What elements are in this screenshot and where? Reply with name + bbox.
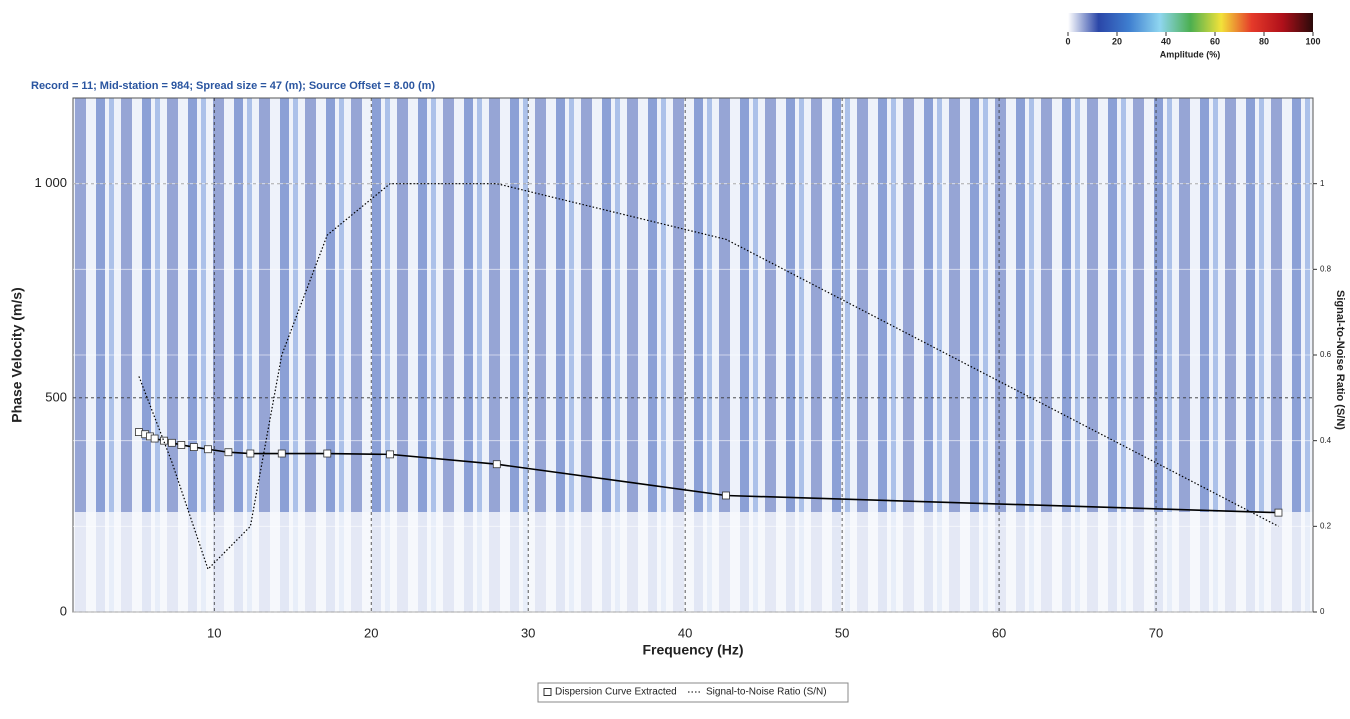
x-tick-label: 60 [992, 625, 1006, 640]
legend-marker [543, 688, 552, 696]
colorbar [1068, 13, 1313, 32]
legend-label: Dispersion Curve Extracted [555, 687, 677, 698]
colorbar-tick-label: 60 [1210, 36, 1220, 46]
dispersion-point [1274, 508, 1283, 517]
y2-tick-label: 0.6 [1320, 350, 1332, 359]
colorbar-tick-label: 20 [1112, 36, 1122, 46]
dispersion-image-low [73, 512, 1313, 612]
dispersion-point [150, 434, 159, 443]
dispersion-point [204, 445, 212, 454]
dispersion-point [277, 449, 286, 458]
dispersion-point [722, 491, 730, 500]
y2-tick-label: 0.8 [1320, 264, 1332, 273]
dispersion-point [246, 449, 255, 458]
y2-tick-label: 0.2 [1320, 521, 1332, 530]
dispersion-point [160, 436, 168, 445]
x-tick-label: 40 [678, 625, 692, 640]
y2-axis-title: Signal-to-Noise Ratio (S/N) [1334, 290, 1346, 430]
dispersion-point [386, 450, 394, 459]
y2-tick-label: 1 [1320, 179, 1325, 188]
x-tick-label: 30 [521, 625, 535, 640]
dispersion-point [177, 441, 186, 449]
y2-tick-label: 0 [1320, 607, 1325, 616]
y2-tick-label: 0.4 [1320, 436, 1332, 445]
colorbar-tick-label: 100 [1305, 36, 1320, 46]
dispersion-point [323, 449, 332, 458]
dispersion-point [224, 448, 233, 457]
x-tick-label: 50 [835, 625, 849, 640]
colorbar-tick-label: 0 [1065, 36, 1070, 46]
colorbar-tick-label: 80 [1259, 36, 1269, 46]
x-tick-label: 10 [207, 625, 221, 640]
y-tick-label: 1 000 [34, 175, 67, 190]
dispersion-point [189, 443, 198, 451]
snr-line [138, 183, 1279, 571]
x-tick-label: 70 [1149, 625, 1163, 640]
y-tick-label: 500 [45, 389, 67, 404]
colorbar-tick-label: 40 [1161, 36, 1171, 46]
dispersion-point [167, 438, 176, 447]
y-tick-label: 0 [60, 603, 67, 618]
y-axis-title: Phase Velocity (m/s) [9, 287, 25, 422]
x-axis-title: Frequency (Hz) [642, 642, 743, 658]
x-tick-label: 20 [364, 625, 378, 640]
legend-label: Signal-to-Noise Ratio (S/N) [706, 687, 827, 698]
colorbar-label: Amplitude (%) [1160, 49, 1221, 59]
dispersion-point [492, 460, 501, 469]
chart-title: Record = 11; Mid-station = 984; Spread s… [31, 80, 435, 92]
